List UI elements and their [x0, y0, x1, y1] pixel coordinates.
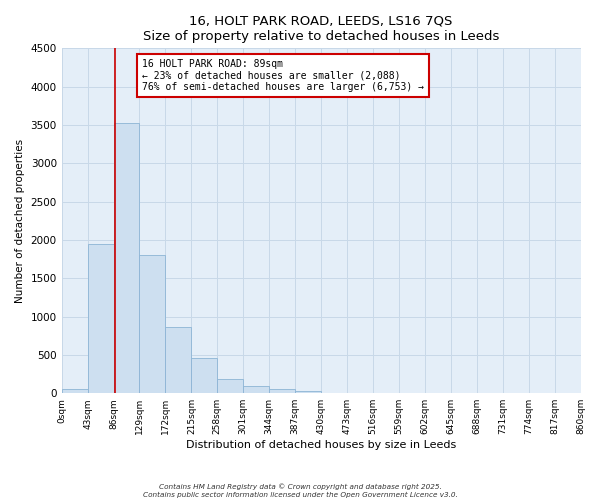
Bar — [295, 391, 321, 393]
Bar — [139, 256, 166, 393]
Bar — [113, 122, 139, 393]
Text: 16 HOLT PARK ROAD: 89sqm
← 23% of detached houses are smaller (2,088)
76% of sem: 16 HOLT PARK ROAD: 89sqm ← 23% of detach… — [142, 58, 424, 92]
Title: 16, HOLT PARK ROAD, LEEDS, LS16 7QS
Size of property relative to detached houses: 16, HOLT PARK ROAD, LEEDS, LS16 7QS Size… — [143, 15, 499, 43]
Bar — [88, 244, 113, 393]
X-axis label: Distribution of detached houses by size in Leeds: Distribution of detached houses by size … — [186, 440, 456, 450]
Bar — [191, 358, 217, 393]
Bar — [166, 326, 191, 393]
Bar — [269, 389, 295, 393]
Text: Contains HM Land Registry data © Crown copyright and database right 2025.
Contai: Contains HM Land Registry data © Crown c… — [143, 484, 457, 498]
Bar — [62, 390, 88, 393]
Y-axis label: Number of detached properties: Number of detached properties — [15, 138, 25, 303]
Bar — [217, 379, 243, 393]
Bar — [243, 386, 269, 393]
